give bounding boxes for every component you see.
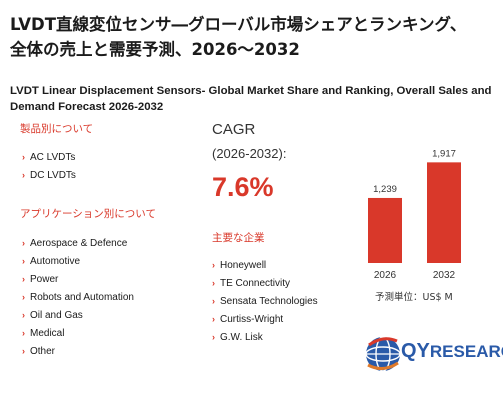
company-label: G.W. Lisk: [220, 332, 263, 343]
companies-list: › Honeywell › TE Connectivity › Sensata Tec…: [212, 256, 318, 346]
chevron-right-icon: ›: [212, 314, 215, 324]
list-item: › AC LVDTs: [22, 148, 76, 166]
chevron-right-icon: ›: [212, 260, 215, 270]
bar-2032: [427, 162, 461, 263]
application-label: Oil and Gas: [30, 310, 83, 321]
logo-suffix: RESEARCH: [429, 342, 503, 361]
companies-heading: 主要な企業: [212, 232, 265, 244]
chevron-right-icon: ›: [212, 296, 215, 306]
list-item: › Robots and Automation: [22, 288, 134, 306]
cagr-period: (2026-2032):: [212, 146, 287, 161]
products-heading: 製品別について: [20, 123, 94, 135]
bar-value-label: 1,917: [432, 148, 456, 159]
chevron-right-icon: ›: [22, 346, 25, 356]
cagr-label: CAGR: [212, 121, 256, 138]
list-item: › Honeywell: [212, 256, 318, 274]
logo-prefix: QY: [401, 340, 430, 362]
chevron-right-icon: ›: [22, 328, 25, 338]
title-english: LVDT Linear Displacement Sensors- Global…: [10, 85, 492, 113]
application-label: Aerospace & Defence: [30, 238, 128, 249]
application-label: Medical: [30, 328, 65, 339]
list-item: › Automotive: [22, 252, 134, 270]
sales-bar-chart: 1,239 2026 1,917 2032: [368, 148, 461, 281]
logo-wordmark: QYRESEARCH: [401, 340, 503, 363]
list-item: › Power: [22, 270, 134, 288]
chevron-right-icon: ›: [22, 310, 25, 320]
applications-list: › Aerospace & Defence › Automotive › Power …: [22, 234, 134, 360]
chevron-right-icon: ›: [22, 274, 25, 284]
bar-value-label: 1,239: [373, 184, 397, 195]
company-label: TE Connectivity: [220, 278, 291, 289]
cagr-value: 7.6%: [212, 172, 274, 202]
qyresearch-logo: QYRESEARCH: [363, 327, 503, 381]
list-item: › Sensata Technologies: [212, 292, 318, 310]
product-label: AC LVDTs: [30, 152, 76, 163]
products-list: › AC LVDTs › DC LVDTs: [22, 148, 76, 184]
applications-heading: アプリケーション別について: [20, 208, 156, 220]
application-label: Other: [30, 346, 56, 357]
list-item: › Medical: [22, 324, 134, 342]
list-item: › Curtiss-Wright: [212, 310, 318, 328]
chevron-right-icon: ›: [22, 256, 25, 266]
title-japanese: LVDT直線変位センサ―グローバル市場シェアとランキング、全体の売上と需要予測、…: [10, 15, 467, 59]
x-tick-label: 2032: [433, 270, 456, 281]
application-label: Automotive: [30, 256, 81, 267]
company-label: Sensata Technologies: [220, 296, 318, 307]
list-item: › Oil and Gas: [22, 306, 134, 324]
chevron-right-icon: ›: [212, 278, 215, 288]
chevron-right-icon: ›: [212, 332, 215, 342]
x-tick-label: 2026: [374, 270, 397, 281]
list-item: › DC LVDTs: [22, 166, 76, 184]
chevron-right-icon: ›: [22, 292, 25, 302]
chevron-right-icon: ›: [22, 170, 25, 180]
company-label: Curtiss-Wright: [220, 314, 284, 325]
chevron-right-icon: ›: [22, 238, 25, 248]
globe-icon: [365, 336, 401, 372]
product-label: DC LVDTs: [30, 170, 76, 181]
chevron-right-icon: ›: [22, 152, 25, 162]
unit-note: 予測単位：US$ M: [375, 292, 453, 303]
bar-2026: [368, 197, 402, 263]
list-item: › Aerospace & Defence: [22, 234, 134, 252]
company-label: Honeywell: [220, 260, 267, 271]
application-label: Power: [30, 274, 59, 285]
list-item: › Other: [22, 342, 134, 360]
application-label: Robots and Automation: [30, 292, 134, 303]
list-item: › TE Connectivity: [212, 274, 318, 292]
list-item: › G.W. Lisk: [212, 328, 318, 346]
